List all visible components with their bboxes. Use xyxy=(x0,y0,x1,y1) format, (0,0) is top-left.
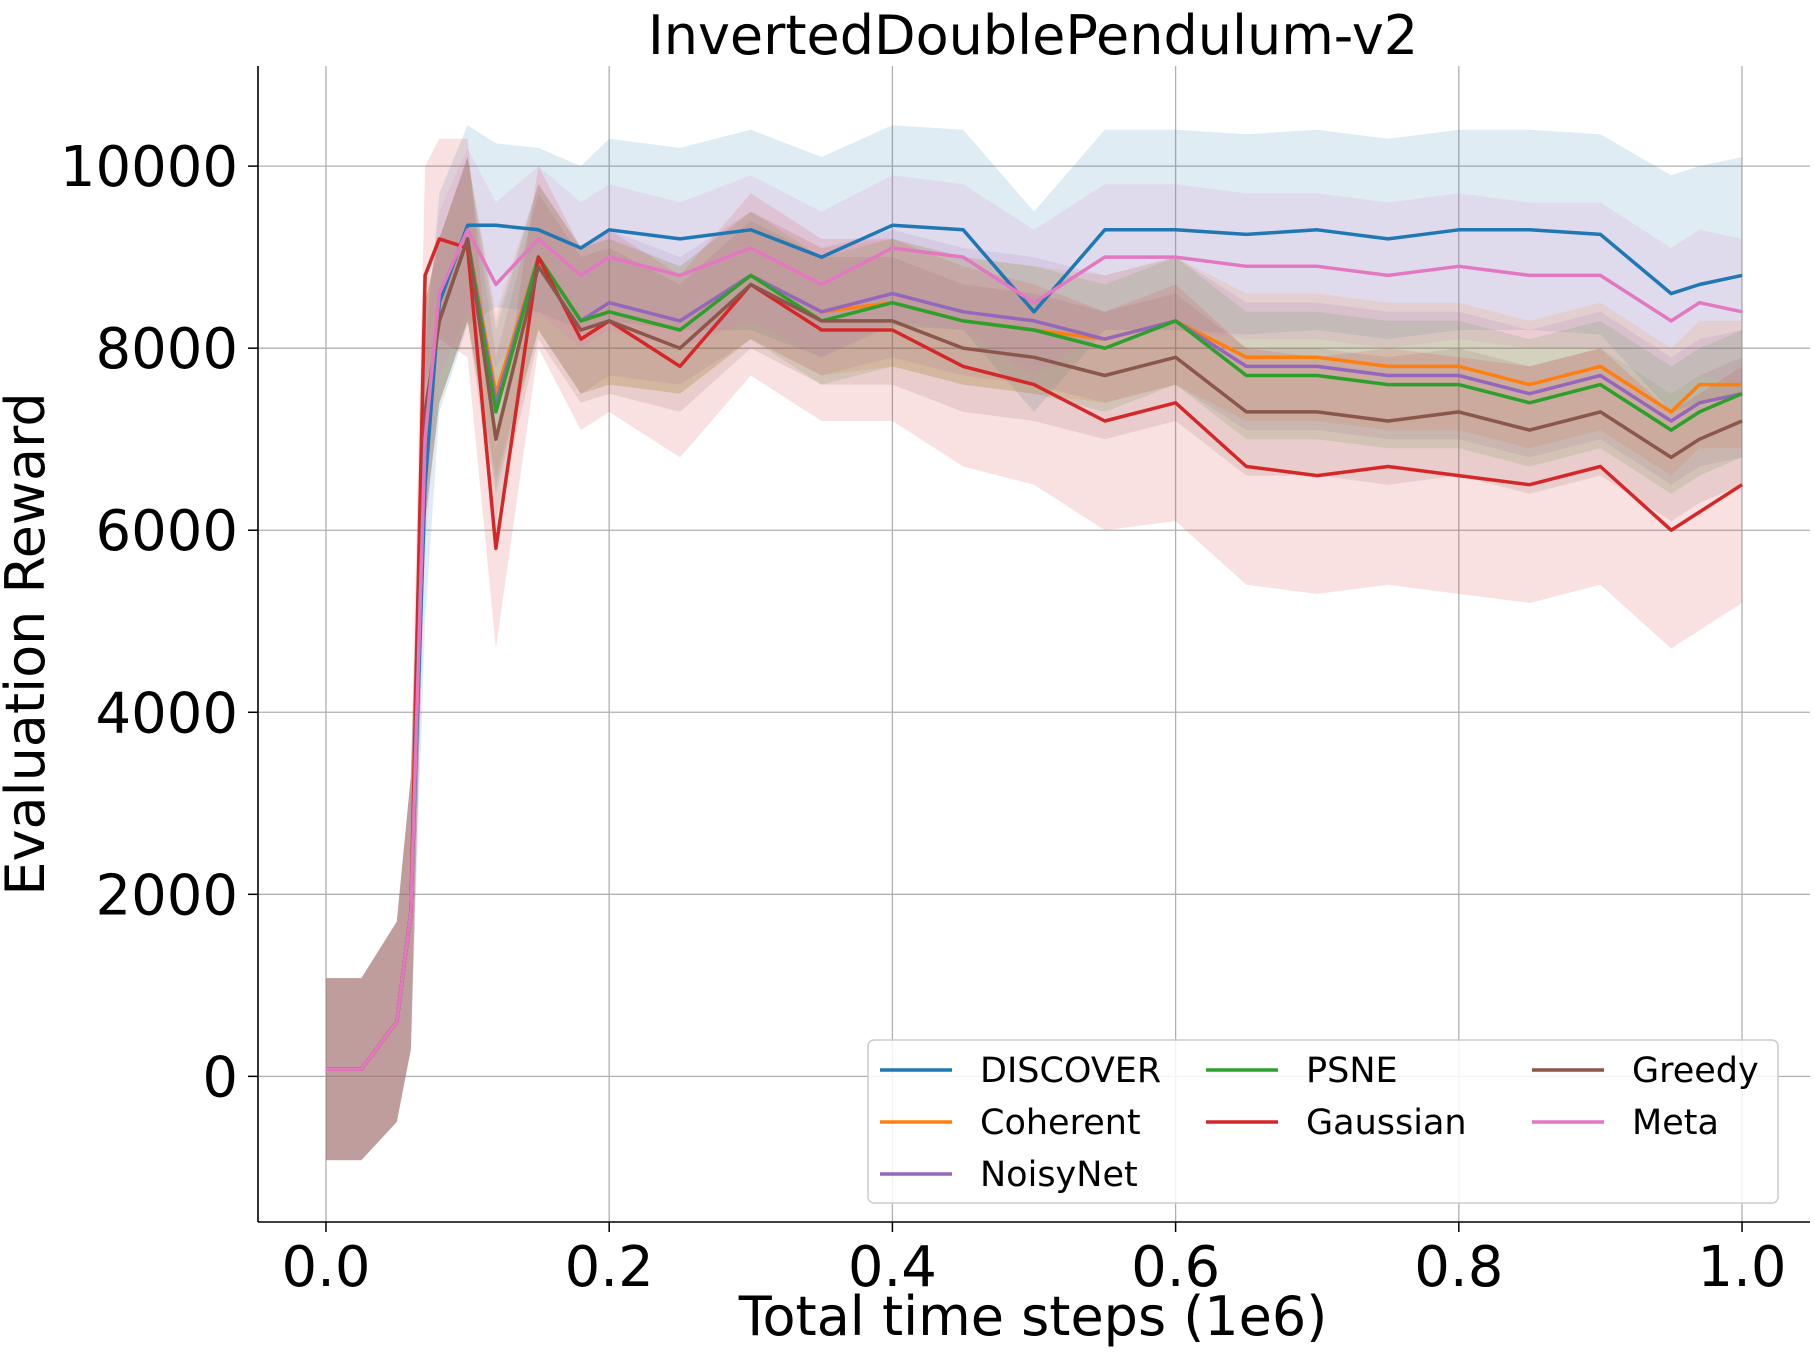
band-psne xyxy=(326,157,1742,1161)
legend: DISCOVER Coherent NoisyNet PSNE Gaussian Gree… xyxy=(867,1039,1779,1204)
x-tick-label: 0.4 xyxy=(848,1235,937,1300)
band-noisynet xyxy=(326,157,1742,1161)
x-tick-label: 0.0 xyxy=(281,1235,370,1300)
legend-box xyxy=(867,1039,1779,1204)
x-ticks: 0.0 0.2 0.4 0.6 0.8 1.0 xyxy=(281,1222,1787,1300)
y-tick-label: 6000 xyxy=(95,499,238,564)
series-lines xyxy=(326,223,1743,1071)
legend-label-noisynet: NoisyNet xyxy=(980,1155,1138,1195)
x-tick-label: 0.8 xyxy=(1414,1235,1503,1300)
x-tick-label: 1.0 xyxy=(1697,1235,1786,1300)
y-tick-label: 10000 xyxy=(60,135,238,200)
legend-label-discover: DISCOVER xyxy=(980,1051,1161,1091)
x-axis-label: Total time steps (1e6) xyxy=(738,1285,1328,1348)
band-greedy xyxy=(326,157,1742,1161)
x-tick-label: 0.2 xyxy=(565,1235,654,1300)
y-tick-label: 0 xyxy=(202,1045,238,1110)
legend-label-greedy: Greedy xyxy=(1632,1051,1759,1091)
grid xyxy=(258,66,1810,1222)
band-coherent xyxy=(326,157,1742,1161)
x-tick-label: 0.6 xyxy=(1131,1235,1220,1300)
y-tick-label: 4000 xyxy=(95,681,238,746)
y-axis-label: Evaluation Reward xyxy=(0,392,57,895)
y-tick-label: 8000 xyxy=(95,317,238,382)
y-tick-label: 2000 xyxy=(95,863,238,928)
line-meta xyxy=(326,228,1743,1071)
axes xyxy=(257,66,1810,1223)
legend-label-gaussian: Gaussian xyxy=(1306,1103,1467,1143)
legend-label-psne: PSNE xyxy=(1306,1051,1398,1091)
y-ticks: 0 2000 4000 6000 8000 10000 xyxy=(60,135,258,1110)
line-discover xyxy=(326,223,1743,1071)
band-gaussian xyxy=(326,138,1742,1161)
legend-label-coherent: Coherent xyxy=(980,1103,1141,1143)
chart-title: InvertedDoublePendulum-v2 xyxy=(648,4,1418,67)
legend-label-meta: Meta xyxy=(1632,1103,1719,1143)
line-gaussian xyxy=(326,237,1743,1071)
